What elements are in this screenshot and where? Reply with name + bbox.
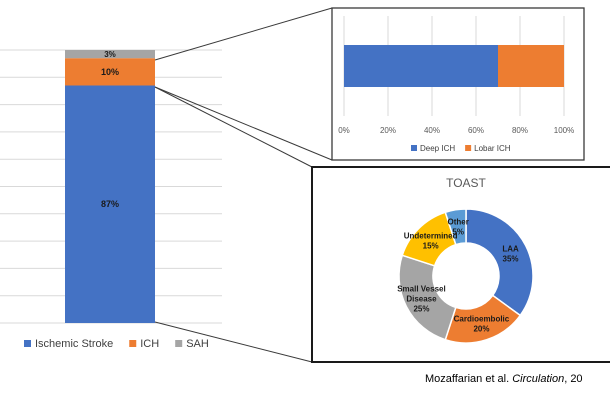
donut-label-line: 15% bbox=[423, 242, 439, 251]
donut-label-line: 25% bbox=[413, 305, 429, 314]
connector-line-ich-top bbox=[154, 7, 333, 61]
legend-label-deep-ich: Deep ICH bbox=[420, 144, 455, 153]
connector-line-ischemic-top bbox=[154, 86, 313, 168]
legend-swatch-ich bbox=[129, 340, 137, 347]
legend-label-ischemic-stroke: Ischemic Stroke bbox=[35, 338, 113, 350]
connector-line-ischemic-bottom bbox=[154, 321, 313, 363]
legend-swatch-ischemic-stroke bbox=[24, 340, 31, 347]
stacked-bar-legend: Ischemic Stroke ICH SAH bbox=[24, 338, 209, 350]
citation-authors: Mozaffarian et al. bbox=[425, 373, 513, 385]
toast-chart-title: TOAST bbox=[446, 176, 486, 190]
x-tick-label: 0% bbox=[338, 126, 350, 135]
donut-label-line: Other bbox=[448, 218, 469, 227]
citation: Mozaffarian et al. Circulation, 20 bbox=[425, 373, 583, 385]
legend-swatch-sah bbox=[175, 340, 183, 347]
bar-segment-deep-ich bbox=[344, 45, 498, 87]
ich-chart-bars bbox=[344, 45, 564, 87]
donut-label-small-vessel-disease: Small Vessel Disease 25% bbox=[397, 285, 445, 314]
callout-connector-lines bbox=[154, 7, 333, 363]
data-label-ischemic-stroke: 87% bbox=[101, 199, 119, 209]
legend-label-lobar-ich: Lobar ICH bbox=[474, 144, 511, 153]
legend-label-sah: SAH bbox=[186, 338, 209, 350]
stroke-type-stacked-bar-chart: 87% 10% 3% Ischemic Stroke ICH SAH bbox=[0, 49, 222, 350]
donut-label-line: Small Vessel bbox=[397, 285, 445, 294]
ich-chart-tick-labels: 0% 20% 40% 60% 80% 100% bbox=[338, 126, 574, 135]
donut-label-line: 35% bbox=[503, 254, 519, 263]
ich-chart-legend: Deep ICH Lobar ICH bbox=[411, 144, 511, 153]
x-tick-label: 80% bbox=[512, 126, 528, 135]
stacked-bar-segments bbox=[65, 50, 155, 324]
x-tick-label: 40% bbox=[424, 126, 440, 135]
toast-donut-slices bbox=[398, 208, 534, 344]
x-tick-label: 60% bbox=[468, 126, 484, 135]
bar-segment-ich bbox=[65, 58, 155, 86]
donut-label-line: 20% bbox=[473, 325, 489, 334]
donut-label-laa: LAA 35% bbox=[502, 244, 519, 263]
donut-label-line: Disease bbox=[406, 295, 437, 304]
citation-journal: Circulation bbox=[512, 373, 565, 385]
data-label-sah: 3% bbox=[104, 50, 116, 59]
donut-slice-small-vessel-disease bbox=[398, 254, 457, 341]
donut-label-cardioembolic: Cardioembolic 20% bbox=[454, 315, 510, 334]
donut-slice-other bbox=[444, 208, 467, 246]
donut-label-other: Other 5% bbox=[448, 218, 469, 237]
donut-label-line: 5% bbox=[452, 228, 464, 237]
x-tick-label: 100% bbox=[554, 126, 574, 135]
x-tick-label: 20% bbox=[380, 126, 396, 135]
toast-donut-labels: LAA 35% Cardioembolic 20% Small Vessel Diseas… bbox=[397, 218, 519, 334]
stacked-bar-data-labels: 87% 10% 3% bbox=[101, 50, 119, 209]
bar-segment-lobar-ich bbox=[498, 45, 564, 87]
legend-swatch-lobar-ich bbox=[465, 145, 472, 151]
bar-segment-sah bbox=[65, 50, 155, 59]
donut-label-line: LAA bbox=[502, 244, 519, 253]
donut-label-line: Cardioembolic bbox=[454, 315, 510, 324]
citation-year: , 20 bbox=[564, 373, 583, 385]
donut-label-line: Undetermined bbox=[404, 232, 458, 241]
legend-swatch-deep-ich bbox=[411, 145, 417, 151]
bar-segment-ischemic-stroke bbox=[65, 85, 155, 324]
donut-label-undetermined: Undetermined 15% bbox=[404, 232, 458, 251]
toast-donut-chart: TOAST LAA 35% Cardioembolic 20% Small Vessel… bbox=[311, 166, 610, 363]
data-label-ich: 10% bbox=[101, 67, 119, 77]
connector-line-ich-bottom bbox=[154, 86, 333, 161]
ich-location-bar-chart: 0% 20% 40% 60% 80% 100% Deep ICH Lobar ICH bbox=[331, 7, 585, 161]
legend-label-ich: ICH bbox=[140, 338, 159, 350]
donut-slice-laa bbox=[465, 208, 534, 317]
